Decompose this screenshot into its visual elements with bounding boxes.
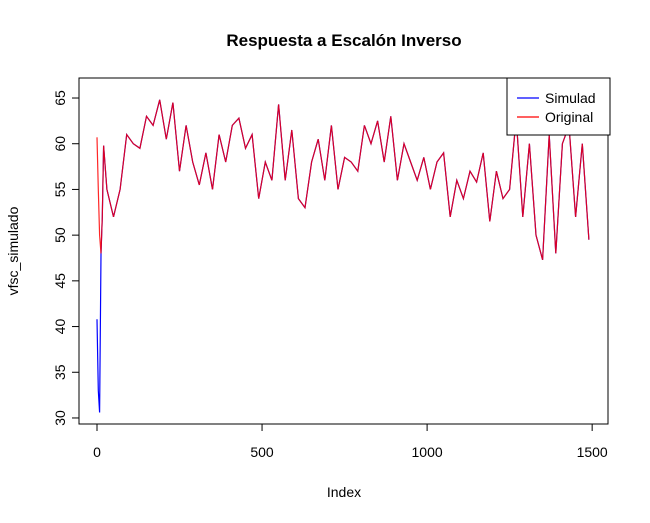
y-tick-label: 65 (52, 90, 68, 106)
y-tick-label: 35 (52, 364, 68, 380)
y-tick-label: 55 (52, 181, 68, 197)
plot-frame (78, 77, 609, 425)
legend-label: Simulad (545, 90, 596, 106)
x-tick-label: 1000 (412, 444, 443, 460)
y-tick-label: 45 (52, 273, 68, 289)
y-axis-label: vfsc_simulado (5, 206, 21, 295)
series-line (96, 99, 590, 260)
y-tick-label: 40 (52, 319, 68, 335)
y-tick-label: 60 (52, 136, 68, 152)
y-tick-label: 30 (52, 410, 68, 426)
legend-box (506, 77, 611, 136)
x-tick-label: 0 (93, 444, 101, 460)
y-tick-label: 50 (52, 227, 68, 243)
series-line (96, 99, 590, 413)
chart-title: Respuesta a Escalón Inverso (226, 31, 461, 50)
x-tick-label: 1500 (577, 444, 608, 460)
x-axis-label: Index (327, 484, 361, 500)
x-tick-label: 500 (250, 444, 274, 460)
legend-label: Original (545, 109, 593, 125)
